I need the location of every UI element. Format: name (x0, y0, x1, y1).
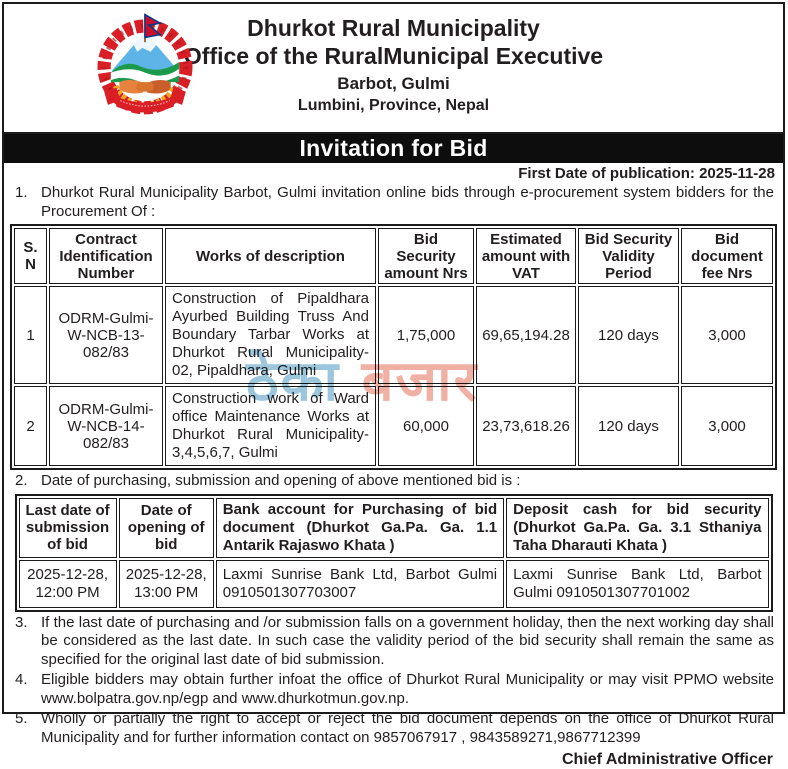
col-header-opening-date: Date of opening of bid (118, 497, 214, 558)
nepal-emblem-icon (97, 13, 193, 115)
list-item-5: 5. Wholly or partially the right to acce… (4, 710, 783, 747)
col-header-bid-security: Bid Security amount Nrs (378, 228, 474, 284)
cell-submission-datetime: 2025-12-28, 12:00 PM (18, 559, 117, 608)
col-header-sn: S. N (14, 228, 47, 284)
schedule-table-header-row: Last date of submission of bid Date of o… (18, 497, 769, 558)
banner-title: Invitation for Bid (299, 135, 488, 161)
cell-sn: 1 (14, 286, 47, 384)
cell-deposit-account: Laxmi Sunrise Bank Ltd, Barbot Gulmi 091… (506, 559, 769, 608)
nepal-flag-icon (144, 13, 163, 43)
cell-doc-fee: 3,000 (681, 386, 773, 466)
item-text: Date of purchasing, submission and openi… (41, 472, 521, 489)
item-number: 3. (15, 613, 28, 631)
bid-table-header-row: S. N Contract Identification Number Work… (14, 228, 773, 284)
col-header-deposit-cash: Deposit cash for bid security (Dhurkot G… (506, 497, 769, 558)
item-number: 4. (15, 671, 28, 688)
cell-estimated: 23,73,618.26 (476, 386, 576, 466)
item-text: Eligible bidders may obtain further info… (41, 671, 774, 707)
ribbon-icon (104, 87, 186, 113)
address-line-2: Lumbini, Province, Nepal (297, 97, 490, 114)
cell-contract-id: ODRM-Gulmi-W-NCB-14-082/83 (49, 386, 163, 466)
municipality-emblem (88, 11, 202, 119)
bid-table: S. N Contract Identification Number Work… (10, 224, 777, 470)
cell-bank-account: Laxmi Sunrise Bank Ltd, Barbot Gulmi 091… (215, 559, 505, 608)
item-number: 2. (15, 472, 28, 489)
cell-opening-datetime: 2025-12-28, 13:00 PM (118, 559, 214, 608)
col-header-bank-account: Bank account for Purchasing of bid docum… (215, 497, 505, 558)
handshake-icon (119, 79, 171, 94)
schedule-table-row: 2025-12-28, 12:00 PM 2025-12-28, 13:00 P… (18, 559, 769, 608)
invitation-banner: Invitation for Bid (4, 134, 783, 163)
publication-date: First Date of publication: 2025-11-28 (518, 165, 775, 182)
cell-estimated: 69,65,194.28 (476, 286, 576, 384)
org-name: Dhurkot Rural Municipality (247, 15, 540, 41)
address-line-1: Barbot, Gulmi (337, 74, 450, 93)
cell-bid-security: 60,000 (378, 386, 474, 466)
cell-validity: 120 days (578, 286, 679, 384)
cell-description: Construction work of Ward office Mainten… (165, 386, 376, 466)
item-text: If the last date of purchasing and /or s… (41, 613, 774, 668)
col-header-doc-fee: Bid document fee Nrs (681, 228, 773, 284)
signature-title: Chief Administrative Officer (561, 751, 773, 768)
item-number: 5. (15, 710, 28, 727)
list-item-1: 1. Dhurkot Rural Municipality Barbot, Gu… (4, 184, 783, 221)
col-header-estimated: Estimated amount with VAT (476, 228, 576, 284)
list-item-3: 3. If the last date of purchasing and /o… (4, 614, 783, 670)
bid-table-row: 1 ODRM-Gulmi-W-NCB-13-082/83 Constructio… (14, 286, 773, 384)
office-name: Office of the RuralMunicipal Executive (183, 43, 604, 69)
item-text: Wholly or partially the right to accept … (41, 710, 774, 746)
cell-doc-fee: 3,000 (681, 286, 773, 384)
cell-sn: 2 (14, 386, 47, 466)
bid-table-row: 2 ODRM-Gulmi-W-NCB-14-082/83 Constructio… (14, 386, 773, 466)
col-header-last-submission: Last date of submission of bid (18, 497, 117, 558)
cell-description: Construction of Pipaldhara Ayurbed Build… (165, 286, 376, 384)
schedule-table: Last date of submission of bid Date of o… (14, 493, 773, 612)
list-item-4: 4. Eligible bidders may obtain further i… (4, 671, 783, 708)
cell-bid-security: 1,75,000 (378, 286, 474, 384)
item-number: 1. (15, 184, 28, 201)
col-header-works: Works of description (165, 228, 376, 284)
cell-contract-id: ODRM-Gulmi-W-NCB-13-082/83 (49, 286, 163, 384)
hills-icon (110, 62, 180, 84)
document-header: Dhurkot Rural Municipality Office of the… (4, 4, 783, 134)
col-header-contract-id: Contract Identification Number (49, 228, 163, 284)
item-text: Dhurkot Rural Municipality Barbot, Gulmi… (41, 184, 774, 220)
cell-validity: 120 days (578, 386, 679, 466)
list-item-2: 2. Date of purchasing, submission and op… (4, 472, 783, 491)
col-header-validity: Bid Security Validity Period (578, 228, 679, 284)
